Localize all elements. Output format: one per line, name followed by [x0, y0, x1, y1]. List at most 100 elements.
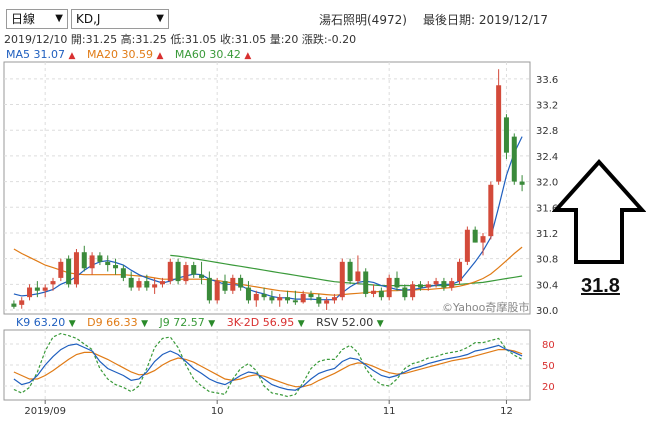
down-arrow-icon: ▼ — [376, 319, 384, 329]
candle-body — [199, 274, 205, 278]
candle-body — [496, 85, 502, 182]
x-tick-label: 10 — [211, 406, 224, 417]
ma5-legend: MA5 31.07 — [6, 48, 66, 61]
candle-body — [269, 297, 275, 301]
candle-body — [519, 181, 525, 185]
chevron-down-icon: ▼ — [156, 13, 164, 24]
candle-body — [503, 117, 509, 153]
candle-body — [105, 261, 111, 266]
kd-legend: K9 63.20 ▼ D9 66.33 ▼ J9 72.57 ▼ 3K-2D 5… — [16, 316, 384, 329]
candle-body — [511, 136, 517, 182]
price-tick-label: 33.2 — [536, 101, 558, 112]
price-panel — [3, 61, 531, 315]
candle-body — [378, 290, 384, 298]
quote-change: 漲跌:-0.20 — [301, 33, 357, 46]
up-arrow-icon: ▲ — [244, 51, 252, 61]
candle-body — [339, 261, 345, 298]
candle-body — [42, 287, 48, 291]
candle-body — [410, 284, 416, 298]
candle-body — [120, 268, 126, 278]
candle-body — [222, 281, 228, 291]
candle-body — [292, 300, 298, 303]
candle-body — [480, 236, 486, 243]
candle-body — [73, 252, 79, 285]
candle-body — [261, 293, 267, 298]
ma60-legend: MA60 30.42 — [174, 48, 241, 61]
candle-body — [316, 297, 322, 304]
annotation-price: 31.8 — [581, 275, 620, 297]
candle-body — [66, 258, 72, 285]
up-arrow-icon: ▲ — [68, 51, 76, 61]
period-select[interactable]: 日線 ▼ — [6, 9, 68, 29]
k9-line — [13, 343, 523, 391]
candle-body — [464, 229, 470, 262]
candle-body — [58, 261, 64, 278]
quote-date: 2019/12/10 — [4, 33, 68, 46]
indicator-select-value: KD,J — [76, 12, 101, 26]
quote-open: 開:31.25 — [70, 33, 118, 46]
candle-body — [449, 281, 455, 288]
candle-body — [433, 281, 439, 285]
down-arrow-icon: ▼ — [141, 319, 149, 329]
quote-high: 高:31.25 — [120, 33, 167, 46]
candle-body — [144, 281, 150, 288]
quote-close: 收:31.05 — [220, 33, 267, 46]
up-arrow-icon: ▲ — [156, 51, 164, 61]
candle-body — [136, 281, 142, 288]
candle-body — [113, 265, 119, 269]
ma20-legend: MA20 30.59 — [86, 48, 153, 61]
candle-body — [425, 284, 431, 288]
price-tick-label: 32.8 — [536, 126, 558, 137]
candle-body — [245, 287, 251, 301]
period-select-value: 日線 — [11, 12, 36, 26]
price-tick-label: 33.6 — [536, 75, 558, 86]
last-date: 最後日期: 2019/12/17 — [423, 13, 549, 27]
candle-body — [324, 300, 330, 304]
candle-body — [308, 293, 314, 298]
candle-body — [81, 252, 87, 269]
candle-body — [230, 277, 236, 291]
candle-body — [417, 284, 423, 288]
candle-body — [27, 287, 33, 298]
candle-body — [159, 281, 165, 285]
candle-body — [11, 303, 17, 307]
j9-line — [13, 332, 523, 398]
indicator-select[interactable]: KD,J ▼ — [71, 9, 169, 29]
stock-name: 湯石照明(4972) — [319, 13, 407, 27]
kd-panel — [3, 329, 531, 401]
candle-body — [355, 271, 361, 282]
candle-body — [128, 277, 134, 288]
d9-legend: D9 66.33 — [87, 316, 138, 329]
candle-body — [89, 255, 95, 269]
kd-tick-label: 80 — [542, 340, 555, 351]
down-arrow-icon: ▼ — [68, 319, 76, 329]
candle-body — [363, 271, 369, 294]
candle-body — [441, 281, 447, 288]
k9-legend: K9 63.20 — [16, 316, 66, 329]
candle-body — [50, 281, 56, 285]
candle-body — [97, 255, 103, 262]
candle-body — [19, 300, 25, 305]
ma60-line — [170, 254, 523, 287]
candle-body — [371, 290, 377, 294]
ma-legend: MA5 31.07 ▲ MA20 30.59 ▲ MA60 30.42 ▲ — [6, 48, 251, 61]
candle-body — [285, 297, 291, 301]
x-tick-label: 12 — [500, 406, 513, 417]
chevron-down-icon: ▼ — [55, 13, 63, 24]
kd-tick-label: 20 — [542, 382, 555, 393]
candle-body — [402, 287, 408, 298]
candle-body — [253, 293, 259, 301]
up-arrow-annotation-icon — [552, 159, 646, 264]
candle-body — [331, 297, 337, 301]
rsv-legend: RSV 52.00 — [316, 316, 374, 329]
price-tick-label: 30.4 — [536, 280, 558, 291]
candle-body — [347, 261, 353, 282]
down-arrow-icon: ▼ — [297, 319, 305, 329]
down-arrow-icon: ▼ — [208, 319, 216, 329]
candle-body — [175, 261, 181, 282]
candle-body — [238, 277, 244, 288]
quote-low: 低:31.05 — [170, 33, 217, 46]
j9-legend: J9 72.57 — [159, 316, 205, 329]
candle-body — [183, 265, 189, 282]
candle-body — [457, 261, 463, 282]
